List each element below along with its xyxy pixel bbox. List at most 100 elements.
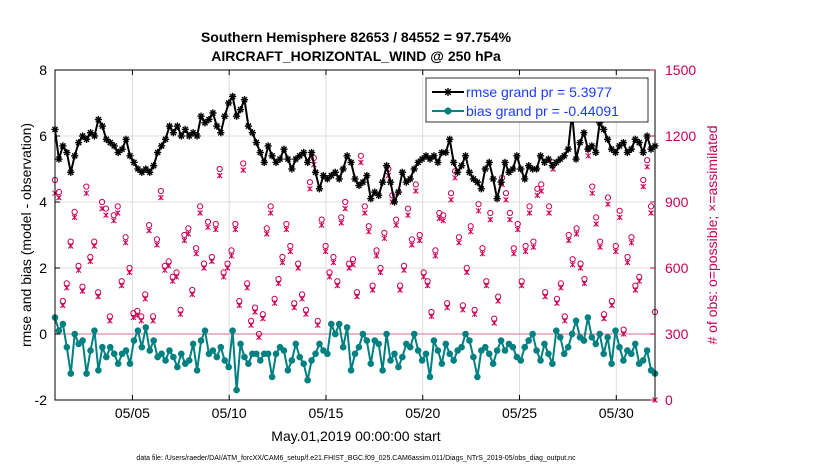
bias-point: [91, 327, 98, 335]
obs-possible-point: [612, 242, 619, 250]
obs-possible-point: [487, 209, 494, 217]
rmse-point: [513, 152, 521, 160]
obs-possible-point: [357, 152, 364, 159]
obs-assimilated-point: [232, 226, 239, 233]
obs-possible-point: [189, 286, 196, 294]
rmse-point: [157, 142, 166, 150]
bias-point: [537, 357, 544, 364]
obs-possible-point: [593, 214, 600, 221]
rmse-point: [260, 158, 268, 166]
obs-assimilated-point: [83, 190, 90, 197]
y-right-tick-label: 0: [665, 392, 673, 408]
x-tick-label: 05/30: [599, 405, 634, 421]
bias-point: [359, 330, 367, 338]
obs-assimilated-point: [240, 167, 247, 173]
obs-assimilated-point: [209, 258, 215, 265]
bias-point: [470, 353, 477, 361]
bias-point: [442, 340, 450, 348]
rmse-point: [280, 145, 288, 153]
rmse-point: [572, 155, 580, 163]
bias-point: [296, 353, 304, 361]
obs-assimilated-point: [503, 196, 509, 203]
obs-possible-point: [102, 205, 110, 212]
rmse-point: [304, 158, 312, 166]
bias-point: [541, 340, 548, 348]
obs-possible-point: [596, 238, 604, 245]
obs-possible-point: [600, 311, 608, 318]
bias-point: [509, 343, 517, 351]
obs-assimilated-point: [354, 293, 360, 300]
obs-possible-point: [404, 205, 412, 212]
obs-possible-point: [98, 198, 106, 206]
bias-point: [284, 367, 292, 374]
rmse-point: [90, 132, 99, 140]
bias-point: [312, 350, 319, 358]
bias-point: [584, 314, 592, 321]
obs-assimilated-point: [189, 291, 196, 298]
obs-assimilated-point: [483, 282, 490, 289]
bias-point: [525, 337, 532, 344]
bias-point: [288, 357, 296, 364]
obs-assimilated-point: [322, 248, 329, 255]
obs-assimilated-point: [616, 214, 623, 221]
rmse-point: [232, 112, 241, 120]
obs-possible-point: [467, 223, 474, 230]
obs-possible-point: [459, 302, 466, 309]
rmse-point: [351, 175, 359, 183]
bias-point: [103, 353, 110, 361]
obs-possible-point: [546, 203, 553, 210]
obs-possible-point: [557, 280, 564, 287]
bias-point: [229, 327, 236, 335]
obs-assimilated-point: [365, 228, 372, 235]
obs-assimilated-point: [146, 227, 152, 234]
obs-assimilated-point: [79, 288, 86, 294]
obs-assimilated-point: [436, 215, 443, 222]
obs-possible-point: [502, 190, 510, 197]
bias-point: [631, 340, 639, 348]
y-right-tick-label: 1200: [665, 128, 696, 144]
obs-assimilated-point: [605, 201, 611, 208]
bias-point: [355, 343, 363, 351]
obs-assimilated-point: [248, 322, 254, 329]
bias-point: [616, 343, 623, 351]
obs-assimilated-point: [609, 302, 615, 309]
bias-point: [166, 347, 173, 354]
obs-possible-point: [330, 253, 337, 261]
obs-assimilated-point: [577, 265, 584, 271]
rmse-point: [86, 129, 95, 137]
obs-possible-point: [275, 275, 282, 283]
bias-point: [497, 337, 505, 344]
obs-assimilated-point: [63, 284, 70, 291]
obs-assimilated-point: [185, 231, 192, 237]
obs-assimilated-point: [581, 280, 588, 287]
rmse-point: [264, 142, 272, 150]
rmse-point: [118, 145, 126, 153]
bias-point: [549, 360, 556, 368]
obs-assimilated-point: [589, 190, 596, 197]
obs-assimilated-point: [428, 313, 435, 320]
obs-possible-point: [628, 234, 635, 241]
obs-possible-point: [342, 198, 349, 206]
bias-point: [560, 350, 568, 358]
bias-point: [466, 337, 473, 344]
obs-assimilated-point: [267, 210, 274, 216]
obs-assimilated-point: [409, 242, 415, 248]
bias-point: [608, 360, 615, 368]
obs-assimilated-point: [585, 152, 592, 159]
bias-point: [170, 353, 177, 361]
rmse-point: [335, 175, 343, 183]
bias-point: [604, 334, 611, 341]
obs-assimilated-point: [173, 273, 180, 280]
bias-point: [324, 350, 331, 358]
rmse-point: [189, 129, 197, 137]
obs-assimilated-point: [228, 253, 235, 259]
rmse-point: [509, 165, 517, 173]
obs-assimilated-point: [632, 287, 639, 293]
obs-assimilated-point: [558, 284, 564, 291]
obs-assimilated-point: [142, 295, 149, 302]
obs-assimilated-point: [475, 207, 482, 214]
rmse-point: [94, 115, 103, 124]
bias-point: [237, 340, 244, 348]
rmse-point: [307, 148, 316, 157]
obs-possible-point: [369, 282, 376, 289]
